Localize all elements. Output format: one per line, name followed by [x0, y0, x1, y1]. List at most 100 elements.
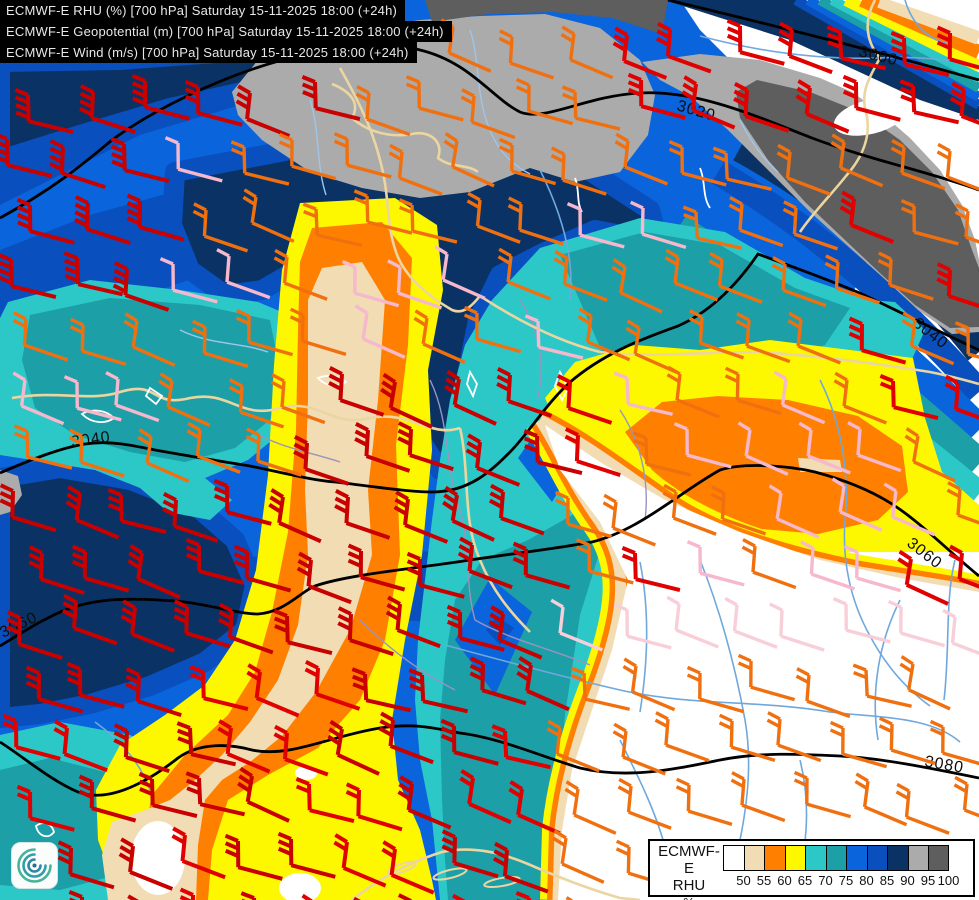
wind-barb — [733, 82, 790, 133]
wind-barb — [393, 490, 449, 544]
wind-barb — [246, 663, 300, 718]
legend-swatch-100 — [928, 845, 949, 871]
wind-barb — [105, 371, 160, 423]
wind-barb — [469, 656, 527, 706]
wind-barb — [632, 431, 692, 477]
wind-barb — [613, 603, 672, 650]
wind-barb — [74, 195, 131, 246]
wind-barb — [688, 309, 745, 360]
wind-barb — [900, 199, 959, 246]
contour-label-3080: 3080 — [923, 753, 965, 777]
wind-barb — [515, 77, 574, 126]
wind-barb — [612, 26, 668, 80]
wind-barb — [833, 371, 887, 425]
wind-barb — [848, 316, 907, 365]
dry-region-southeast — [524, 340, 979, 900]
wind-barb — [65, 485, 120, 540]
wind-barb — [408, 668, 469, 714]
wind-barb — [629, 200, 687, 249]
wind-barb — [380, 372, 433, 429]
legend-tick: 75 — [838, 873, 854, 888]
wind-barb — [295, 777, 355, 823]
wind-barb — [387, 259, 443, 310]
wind-barb — [899, 79, 960, 125]
wind-barb — [777, 21, 833, 75]
wind-barb — [728, 196, 784, 248]
wind-barb — [507, 196, 564, 246]
wind-barb — [397, 775, 452, 830]
wind-barb — [69, 317, 127, 366]
wind-barb — [186, 421, 241, 474]
wind-barb — [556, 374, 613, 425]
legend-swatch-95 — [907, 845, 928, 871]
wind-barb — [213, 478, 272, 526]
wind-barb — [235, 308, 294, 357]
wind-barb — [68, 890, 128, 900]
wind-barb — [406, 551, 465, 599]
wind-barb — [614, 132, 668, 186]
wind-barb — [904, 427, 956, 483]
wind-barb — [434, 245, 486, 300]
wind-barb — [137, 428, 190, 483]
wind-barb — [847, 421, 902, 473]
contour-3000 — [667, 0, 979, 82]
wind-barb — [675, 777, 733, 826]
wind-barb — [666, 595, 719, 649]
wind-barb — [718, 713, 776, 762]
wind-barbs — [0, 18, 979, 900]
wind-barb — [655, 21, 712, 74]
wind-barb — [611, 258, 663, 314]
wind-barb — [824, 254, 881, 305]
wind-barb — [899, 655, 951, 711]
wind-barb — [613, 371, 673, 416]
wind-barb — [895, 782, 950, 835]
wind-barb — [457, 536, 513, 590]
wind-barb — [353, 189, 413, 235]
legend-tick: 60 — [777, 873, 792, 888]
wind-barb — [832, 597, 891, 644]
wind-barb — [553, 249, 608, 302]
wind-barb — [159, 257, 218, 304]
wind-barb — [63, 251, 124, 297]
legend-model: ECMWF-E — [658, 843, 720, 877]
wind-barb — [79, 84, 136, 135]
wind-barb — [216, 248, 271, 300]
wind-barb — [405, 75, 464, 122]
wind-barb — [304, 660, 361, 711]
wind-barb — [235, 84, 291, 138]
wind-barb — [245, 427, 302, 477]
wind-barb — [398, 198, 458, 244]
legend-tick: 100 — [937, 873, 960, 888]
legend-unit: % — [656, 894, 722, 900]
wind-barb — [302, 202, 362, 247]
wind-barb — [110, 137, 170, 183]
wind-barb — [301, 75, 361, 121]
wind-barb — [25, 665, 84, 714]
wind-barb — [954, 321, 979, 368]
wind-barb — [12, 371, 65, 426]
wind-barb — [712, 146, 772, 191]
wind-barb — [230, 140, 290, 186]
wind-barb — [378, 711, 434, 765]
wind-barb — [189, 665, 249, 711]
wind-barb — [184, 79, 243, 127]
wind-barb — [686, 665, 745, 714]
wind-barb — [524, 314, 584, 360]
wind-barb — [771, 256, 827, 308]
wind-barb — [879, 374, 939, 420]
wind-barb — [491, 724, 552, 770]
wind-barb — [878, 716, 936, 765]
wind-barb — [843, 544, 902, 593]
wind-barb — [347, 543, 406, 592]
wind-barb — [566, 202, 625, 249]
wind-barb — [564, 780, 617, 835]
wind-barb — [708, 251, 763, 304]
wind-barb — [162, 492, 219, 543]
wind-barb — [388, 143, 443, 196]
wind-barb — [463, 305, 522, 354]
wind-barb — [192, 202, 249, 253]
wind-barb — [273, 248, 328, 301]
wind-barb — [795, 79, 850, 134]
legend-swatch-65 — [784, 845, 805, 871]
